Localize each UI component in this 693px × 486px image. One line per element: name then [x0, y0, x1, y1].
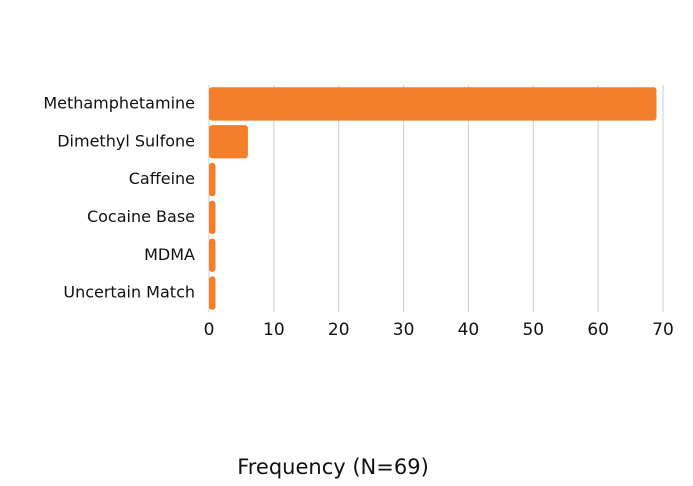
y-tick-label: Caffeine	[129, 169, 195, 188]
x-tick-label: 70	[652, 320, 674, 340]
bar	[209, 125, 248, 159]
x-tick-label: 40	[458, 320, 480, 340]
bar	[209, 276, 216, 310]
bar	[209, 162, 216, 197]
x-tick-label: 20	[328, 320, 350, 340]
y-tick-label: Dimethyl Sulfone	[57, 131, 195, 150]
y-tick-label: MDMA	[144, 245, 195, 264]
x-tick-label: 10	[263, 320, 285, 340]
bar	[209, 238, 216, 272]
x-tick-label: 50	[522, 320, 544, 340]
bar	[209, 87, 657, 121]
y-tick-label: Methamphetamine	[43, 93, 195, 112]
y-tick-label: Cocaine Base	[87, 207, 195, 226]
x-tick-label: 0	[204, 320, 215, 340]
y-tick-label: Uncertain Match	[63, 283, 195, 302]
bar	[209, 200, 216, 235]
x-tick-label: 60	[587, 320, 609, 340]
x-tick-label: 30	[393, 320, 415, 340]
x-axis-label: Frequency (N=69)	[237, 455, 429, 479]
